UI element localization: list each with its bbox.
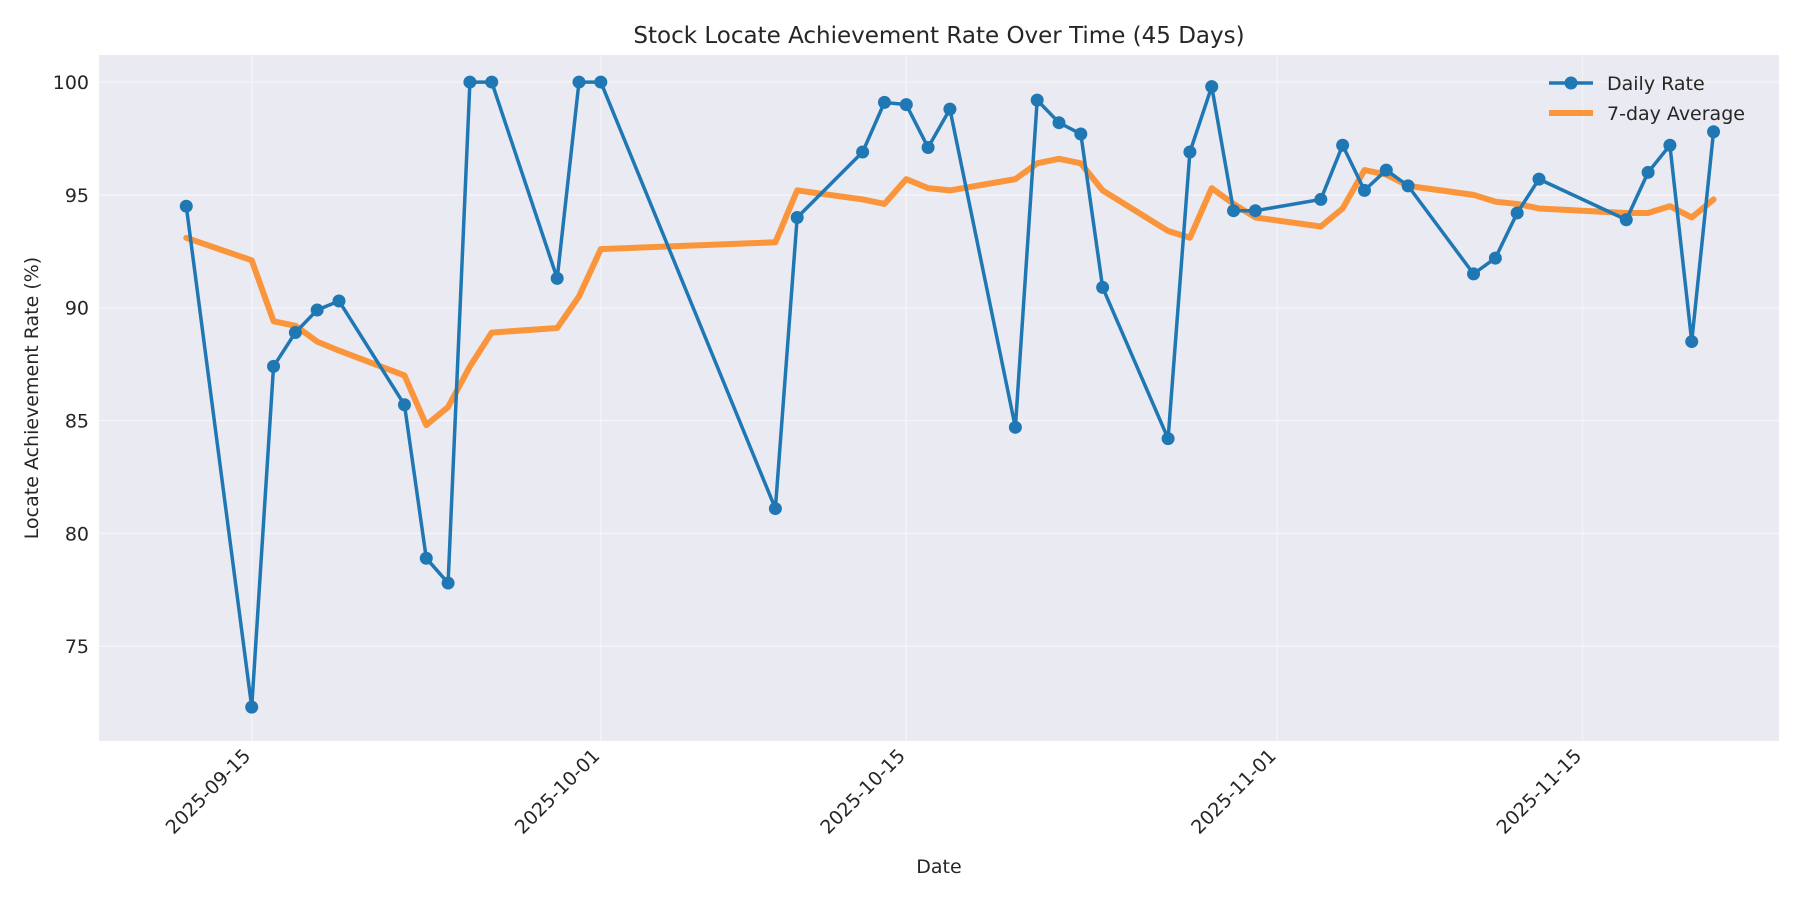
x-axis-label: Date (916, 856, 961, 878)
chart-title: Stock Locate Achievement Rate Over Time … (633, 23, 1244, 49)
daily-rate-point (1488, 251, 1502, 265)
x-tick-label: 2025-09-15 (162, 745, 256, 839)
daily-rate-point (1641, 165, 1655, 179)
daily-rate-point (463, 75, 477, 89)
x-tick-label: 2025-11-15 (1493, 745, 1587, 839)
legend-label-average: 7-day Average (1607, 103, 1745, 125)
daily-rate-point (1161, 432, 1175, 446)
plot-area (99, 55, 1779, 741)
daily-rate-point (1183, 145, 1197, 159)
daily-rate-point (485, 75, 499, 89)
y-tick-label: 85 (65, 411, 89, 433)
daily-rate-point (1663, 138, 1677, 152)
daily-rate-point (1336, 138, 1350, 152)
daily-rate-point (943, 102, 957, 116)
y-tick-label: 90 (65, 298, 89, 320)
legend-marker-daily (1564, 76, 1578, 90)
x-tick-label: 2025-11-01 (1187, 745, 1281, 839)
daily-rate-point (550, 271, 564, 285)
daily-rate-point (1248, 204, 1262, 218)
daily-rate-point (179, 199, 193, 213)
daily-rate-point (1052, 116, 1066, 130)
y-tick-label: 100 (53, 72, 89, 94)
daily-rate-point (1008, 420, 1022, 434)
daily-rate-point (1030, 93, 1044, 107)
daily-rate-point (921, 141, 935, 155)
y-axis-label: Locate Achievement Rate (%) (21, 257, 43, 539)
legend-label-daily: Daily Rate (1607, 73, 1705, 95)
daily-rate-point (310, 303, 324, 317)
daily-rate-point (1205, 80, 1219, 94)
daily-rate-point (856, 145, 870, 159)
legend: Daily Rate 7-day Average (1549, 73, 1745, 125)
daily-rate-point (1379, 163, 1393, 177)
legend-item-average: 7-day Average (1549, 103, 1745, 125)
daily-rate-point (572, 75, 586, 89)
daily-rate-point (594, 75, 608, 89)
daily-rate-point (1096, 280, 1110, 294)
daily-rate-point (790, 210, 804, 224)
daily-rate-point (1707, 125, 1721, 139)
legend-item-daily: Daily Rate (1549, 73, 1705, 95)
daily-rate-point (419, 551, 433, 565)
daily-rate-point (1510, 206, 1524, 220)
daily-rate-point (245, 700, 259, 714)
daily-rate-point (1619, 213, 1633, 227)
y-tick-label: 95 (65, 185, 89, 207)
daily-rate-point (1467, 267, 1481, 281)
daily-rate-point (441, 576, 455, 590)
daily-rate-point (1357, 183, 1371, 197)
daily-rate-point (1227, 204, 1241, 218)
series-layer (179, 75, 1721, 714)
y-tick-label: 75 (65, 636, 89, 658)
daily-rate-point (267, 359, 281, 373)
x-tick-label: 2025-10-01 (511, 745, 605, 839)
daily-rate-point (1685, 335, 1699, 349)
daily-rate-point (397, 398, 411, 412)
y-tick-label: 80 (65, 523, 89, 545)
daily-rate-point (877, 95, 891, 109)
daily-rate-point (1532, 172, 1546, 186)
series-line-7-day-average (183, 155, 1717, 429)
daily-rate-point (899, 98, 913, 112)
x-tick-label: 2025-10-15 (816, 745, 910, 839)
daily-rate-point (1074, 127, 1088, 141)
daily-rate-point (332, 294, 346, 308)
daily-rate-point (1401, 179, 1415, 193)
daily-rate-point (288, 326, 302, 340)
daily-rate-point (768, 502, 782, 516)
daily-rate-point (1314, 192, 1328, 206)
grid (99, 55, 1779, 741)
